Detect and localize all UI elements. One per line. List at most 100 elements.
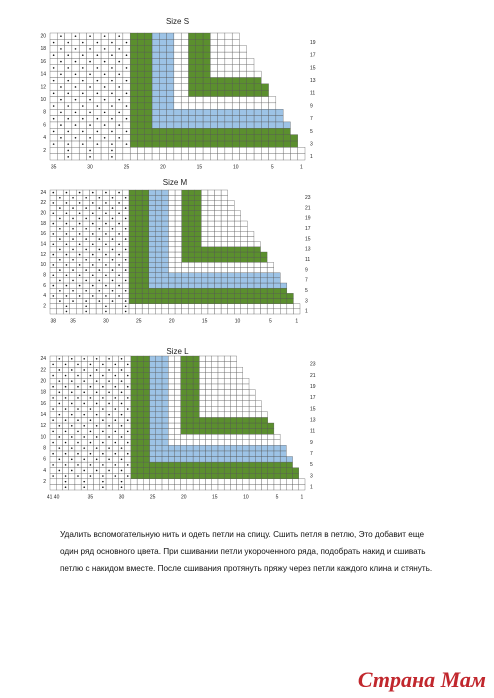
grid-cell [135, 293, 143, 299]
grid-cell [240, 241, 248, 248]
grid-cell [290, 147, 298, 154]
stitch-dot [126, 397, 129, 399]
grid-cell [144, 64, 153, 72]
stitch-dot [52, 264, 55, 266]
grid-cell [187, 220, 195, 227]
grid-cell [76, 298, 84, 304]
grid-cell [231, 32, 240, 40]
grid-cell [187, 205, 195, 211]
stitch-dot [64, 464, 67, 466]
grid-cell [187, 241, 195, 248]
grid-cell [122, 109, 131, 116]
grid-cell [124, 422, 132, 429]
grid-cell [186, 445, 194, 452]
stitch-dot [52, 130, 55, 133]
grid-cell [199, 484, 206, 491]
grid-cell [159, 77, 167, 84]
grid-cell [217, 140, 226, 148]
grid-cell [99, 411, 107, 418]
grid-cell [201, 241, 209, 248]
column-label: 5 [269, 318, 272, 324]
stitch-dot [111, 279, 114, 282]
grid-cell [148, 231, 156, 237]
grid-cell [69, 262, 77, 268]
grid-cell [253, 246, 261, 253]
grid-cell [167, 456, 175, 463]
grid-cell [211, 383, 219, 390]
grid-cell [180, 153, 189, 161]
column-label: 10 [243, 494, 249, 500]
grid-cell [207, 210, 215, 217]
grid-cell [115, 39, 124, 46]
grid-cell [115, 215, 123, 222]
grid-cell [227, 210, 235, 217]
grid-cell [115, 236, 123, 242]
stitch-dot [72, 207, 74, 209]
grid-cell [180, 473, 188, 480]
stitch-dot [77, 464, 79, 466]
grid-cell [128, 246, 136, 253]
grid-cell [188, 102, 196, 110]
grid-cell [231, 83, 240, 91]
grid-cell [224, 70, 233, 78]
grid-cell [211, 406, 219, 413]
stitch-dot [111, 227, 114, 230]
grid-cell [227, 246, 235, 253]
grid-cell [93, 361, 100, 368]
grid-cell [155, 389, 163, 396]
grid-cell [161, 467, 169, 474]
stitch-dot [70, 424, 73, 427]
grid-cell [224, 89, 233, 97]
grid-cell [210, 32, 218, 40]
grid-cell [74, 389, 82, 396]
grid-cell [80, 361, 88, 368]
grid-cell [220, 231, 228, 237]
column-label: 35 [51, 164, 57, 170]
grid-cell [211, 422, 219, 429]
grid-cell [128, 262, 136, 268]
stitch-dot [114, 464, 117, 466]
grid-cell [115, 77, 124, 84]
grid-cell [181, 262, 189, 268]
grid-cell [234, 246, 241, 253]
grid-cell [234, 215, 241, 222]
stitch-dot [78, 212, 81, 215]
grid-cell [130, 450, 138, 457]
stitch-dot [64, 430, 67, 433]
grid-cell [217, 366, 225, 373]
grid-cell [137, 109, 145, 116]
grid-cell [230, 422, 237, 429]
stitch-dot [58, 391, 61, 394]
stitch-dot [77, 408, 79, 410]
grid-cell [93, 394, 100, 401]
grid-cell [248, 478, 256, 485]
grid-cell [240, 225, 248, 232]
grid-cell [223, 355, 231, 362]
grid-cell [230, 445, 237, 452]
grid-cell [211, 355, 219, 362]
grid-cell [207, 189, 215, 196]
column-label: 1 [300, 164, 303, 170]
grid-cell [56, 372, 63, 379]
grid-cell [246, 83, 255, 91]
stitch-dot [98, 258, 101, 261]
row-label: 9 [310, 440, 313, 446]
grid-cell [207, 293, 215, 299]
stitch-dot [64, 419, 67, 422]
grid-cell [56, 189, 64, 196]
stitch-dot [89, 397, 92, 399]
grid-cell [188, 121, 196, 129]
grid-cell [246, 58, 255, 65]
grid-cell [122, 241, 130, 248]
grid-cell [74, 355, 82, 362]
grid-cell [89, 256, 97, 263]
grid-cell [80, 473, 88, 480]
grid-cell [168, 220, 176, 227]
row-label: 1 [310, 154, 313, 160]
grid-cell [108, 45, 116, 53]
stitch-dot [108, 391, 110, 394]
grid-cell [80, 461, 88, 468]
grid-cell [130, 406, 138, 413]
row-label: 20 [40, 211, 46, 217]
grid-cell [144, 134, 153, 142]
